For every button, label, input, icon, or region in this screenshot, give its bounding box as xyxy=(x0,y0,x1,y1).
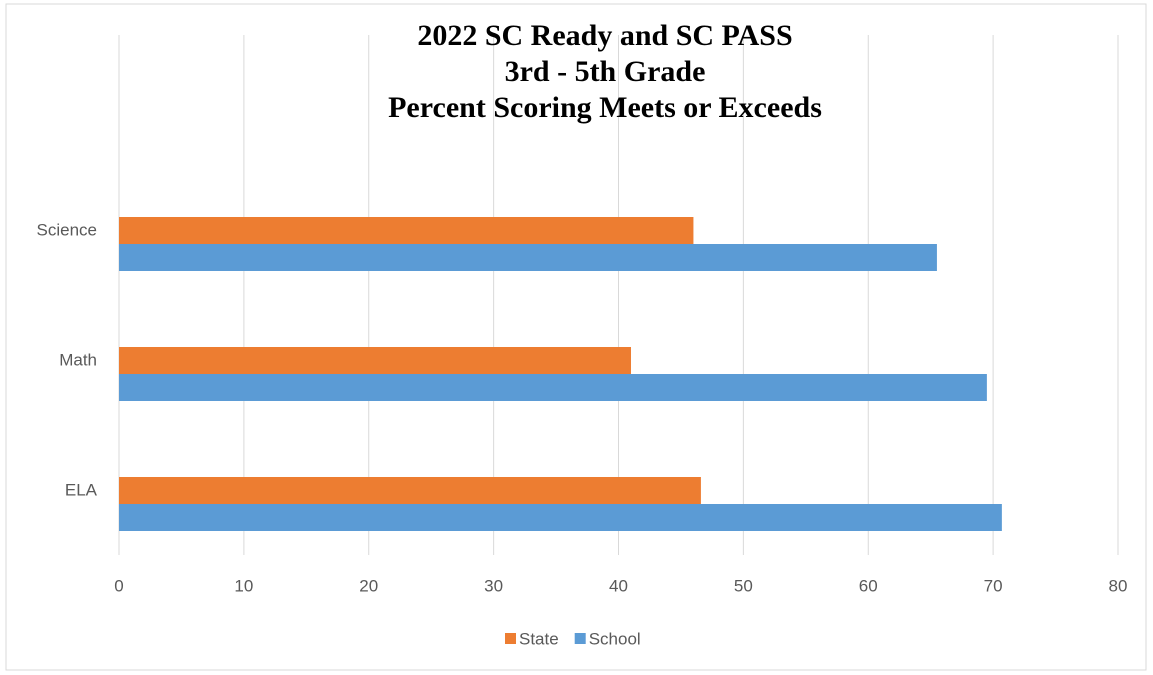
y-tick-label: Math xyxy=(59,350,97,369)
x-tick-label: 50 xyxy=(734,576,753,595)
bar xyxy=(119,244,937,271)
x-tick-label: 40 xyxy=(609,576,628,595)
x-tick-label: 30 xyxy=(484,576,503,595)
x-tick-label: 10 xyxy=(234,576,253,595)
x-tick-label: 80 xyxy=(1109,576,1128,595)
chart-border xyxy=(5,3,1147,671)
bar xyxy=(119,504,1002,531)
y-tick-label: Science xyxy=(37,220,97,239)
chart-title: Percent Scoring Meets or Exceeds xyxy=(388,91,822,124)
legend-label: State xyxy=(519,629,559,648)
legend-label: School xyxy=(589,629,641,648)
legend-swatch xyxy=(505,633,516,644)
bar xyxy=(119,477,701,504)
x-tick-label: 0 xyxy=(114,576,123,595)
legend-swatch xyxy=(574,633,586,644)
bar xyxy=(119,217,694,244)
y-tick-label: ELA xyxy=(65,480,98,499)
x-tick-label: 70 xyxy=(984,576,1003,595)
x-tick-label: 60 xyxy=(859,576,878,595)
bar xyxy=(119,374,987,401)
chart-title: 2022 SC Ready and SC PASS xyxy=(417,19,792,52)
bar xyxy=(119,347,631,374)
chart-title: 3rd - 5th Grade xyxy=(505,55,706,88)
x-tick-label: 20 xyxy=(359,576,378,595)
